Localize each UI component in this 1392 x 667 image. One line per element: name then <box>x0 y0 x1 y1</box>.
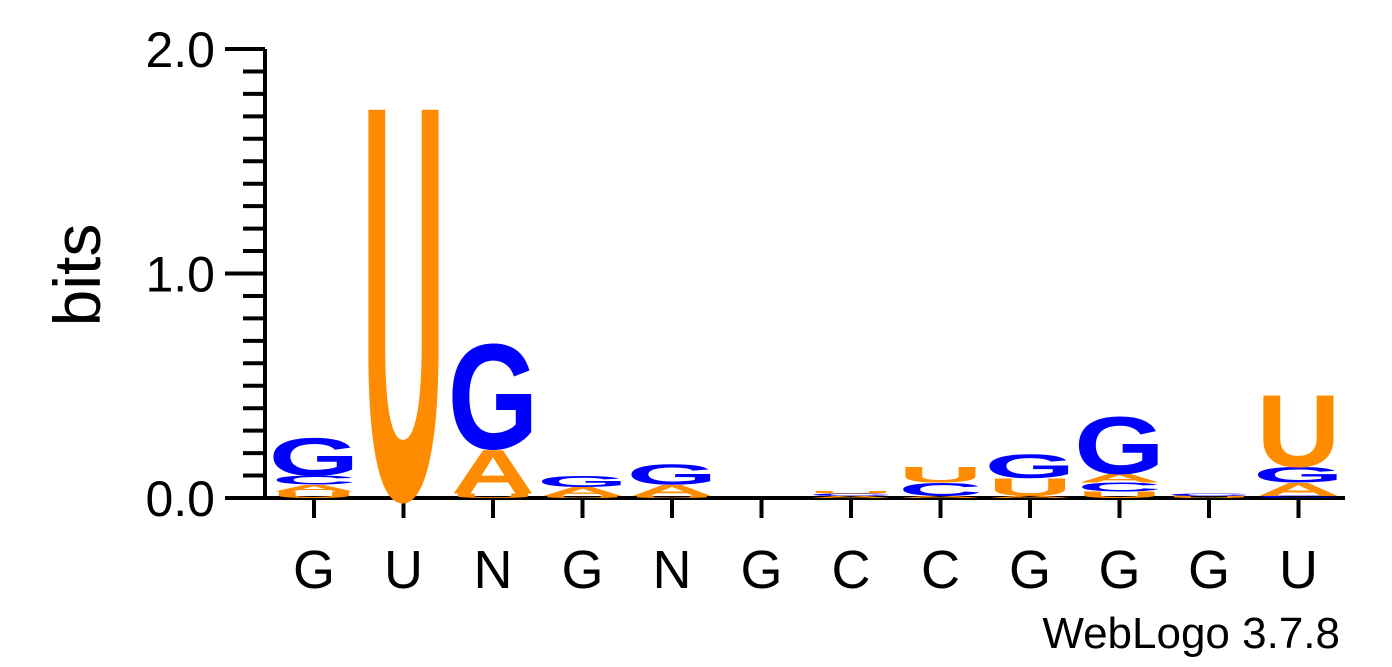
logo-glyph-g: G <box>537 473 628 491</box>
position-label: N <box>653 540 692 600</box>
logo-glyph-c: C <box>1256 495 1340 498</box>
position-label: U <box>1279 540 1318 600</box>
logo-glyph-u: U <box>272 489 356 500</box>
logo-column: AUG <box>985 447 1076 501</box>
logo-column: UC <box>1167 493 1251 499</box>
logo-column: ACU <box>898 462 982 499</box>
logo-glyph-a: A <box>1077 471 1161 485</box>
logo-glyph-c: C <box>1167 493 1251 496</box>
position-label: G <box>1009 540 1051 600</box>
weblogo-credit: WebLogo 3.7.8 <box>1042 609 1340 658</box>
position-label: C <box>921 540 960 600</box>
logo-glyph-u: U <box>451 492 535 499</box>
logo-glyph-c: C <box>272 473 356 487</box>
logo-glyph-a: A <box>988 495 1072 498</box>
logo-glyph-g: G <box>269 428 360 487</box>
position-label: G <box>1098 540 1140 600</box>
logo-column: UAG <box>537 473 628 499</box>
y-axis-title: bits <box>40 224 114 327</box>
logo-glyph-a: A <box>451 437 535 507</box>
logo-glyph-c: C <box>898 479 982 500</box>
logo-glyph-g: G <box>985 447 1076 485</box>
logo-column: UAG <box>448 312 539 507</box>
logo-glyph-u: U <box>540 495 624 498</box>
logo-column: UAG <box>627 459 718 499</box>
position-label: N <box>474 540 513 600</box>
logo-glyph-u: U <box>898 462 982 487</box>
y-tick-label: 2.0 <box>145 22 215 78</box>
logo-glyph-g: G <box>627 459 718 491</box>
position-label: G <box>293 540 335 600</box>
logo-glyph-u: U <box>1167 495 1251 498</box>
logo-column: U <box>361 0 445 618</box>
logo-glyph-a: A <box>809 495 893 498</box>
logo-glyph-g: G <box>1074 400 1165 491</box>
logo-glyph-u: U <box>361 0 445 618</box>
position-label: C <box>832 540 871 600</box>
logo-glyph-a: A <box>630 482 714 500</box>
logo-glyph-u: U <box>809 491 893 494</box>
x-axis <box>265 496 1345 518</box>
logo-glyph-u: U <box>630 495 714 498</box>
position-label: U <box>384 540 423 600</box>
logo-glyph-c: C <box>809 493 893 496</box>
y-tick-label: 0.0 <box>145 471 215 527</box>
logo-glyph-a: A <box>1256 479 1340 500</box>
logo-glyph-u: U <box>1256 374 1340 489</box>
position-label: G <box>561 540 603 600</box>
logo-column: ACU <box>809 491 893 499</box>
position-label: G <box>740 540 782 600</box>
logo-glyph-a: A <box>272 483 356 494</box>
logo-glyph-g: G <box>1253 462 1344 487</box>
y-axis: 0.0 1.0 2.0 <box>145 22 267 527</box>
logo-glyph-c: C <box>1077 480 1161 494</box>
logo-glyph-a: A <box>898 495 982 498</box>
logo-glyph-u: U <box>988 473 1072 501</box>
logo-glyph-g: G <box>448 312 539 481</box>
position-label: G <box>1188 540 1230 600</box>
logo-glyph-a: A <box>540 484 624 498</box>
logo-glyph-u: U <box>1077 489 1161 500</box>
y-tick-label: 1.0 <box>145 247 215 303</box>
